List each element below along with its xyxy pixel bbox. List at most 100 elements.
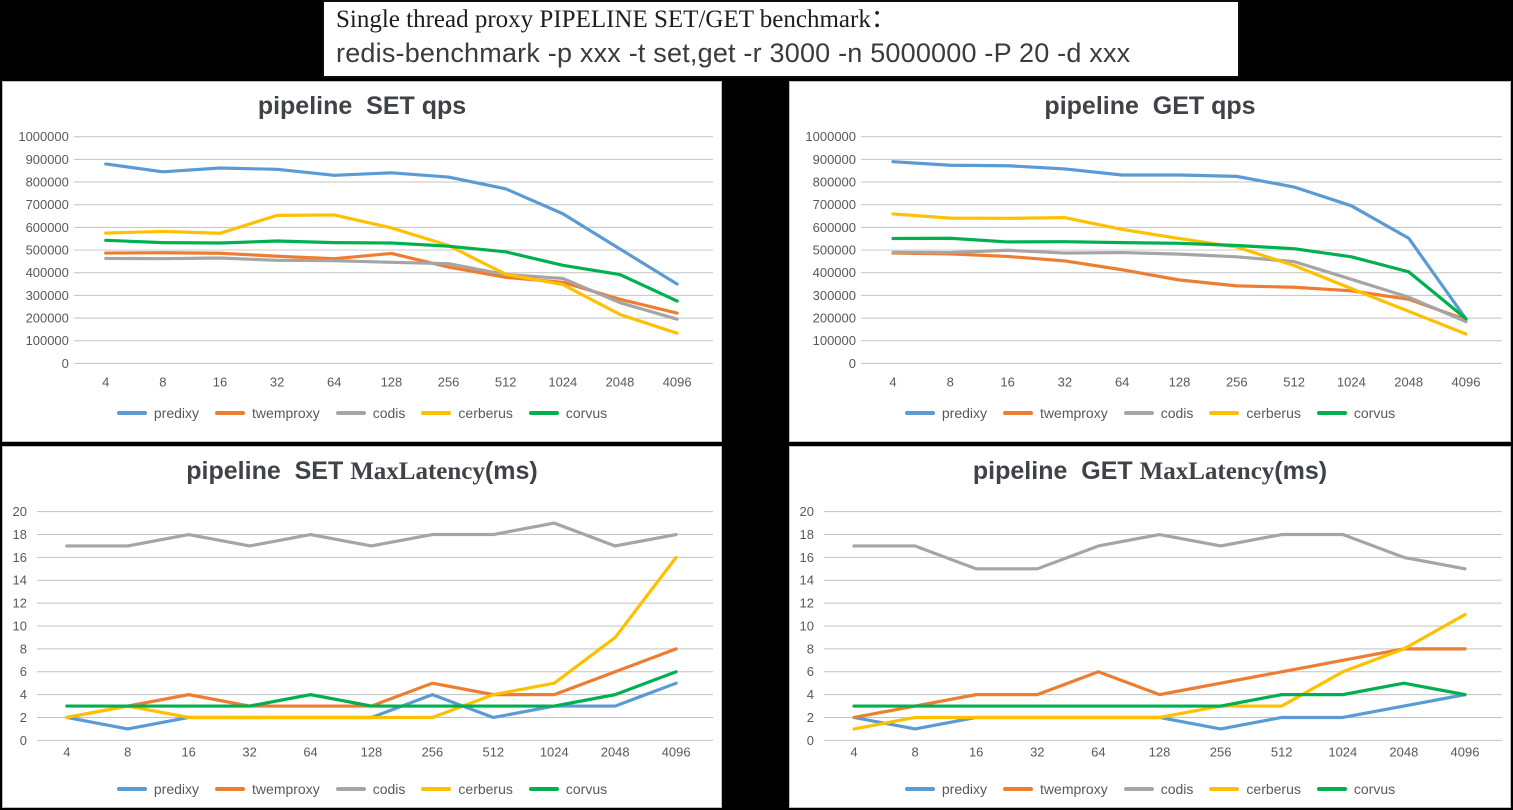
y-axis-label: 200000 (26, 311, 69, 326)
legend-item-corvus: corvus (1316, 405, 1396, 421)
chart-legend: predixy twemproxy codis cerberus corvus (3, 405, 721, 421)
legend-item-codis: codis (335, 405, 405, 421)
legend-item-twemproxy: twemproxy (1003, 405, 1108, 421)
legend-label: twemproxy (1040, 781, 1108, 797)
y-axis-label: 4 (807, 687, 814, 702)
x-axis-label: 32 (1030, 744, 1044, 759)
legend-item-corvus: corvus (528, 781, 608, 797)
y-axis-label: 12 (13, 596, 27, 611)
y-axis-label: 20 (800, 504, 814, 519)
series-line-predixy (104, 162, 679, 286)
legend-swatch-codis (1123, 787, 1154, 791)
x-axis-label: 64 (1091, 744, 1105, 759)
x-axis-label: 128 (1149, 744, 1171, 759)
legend-swatch-corvus (528, 787, 559, 791)
legend-item-cerberus: cerberus (421, 405, 513, 421)
legend-label: predixy (941, 781, 988, 797)
legend-item-twemproxy: twemproxy (215, 405, 320, 421)
y-axis-label: 200000 (813, 311, 856, 326)
y-axis-label: 400000 (813, 265, 856, 280)
chart-title-serif-text: MaxLatency (1139, 458, 1275, 485)
series-line-cerberus (65, 555, 678, 720)
chart-title-text: pipeline GET (972, 457, 1140, 485)
x-axis-label: 1024 (548, 374, 577, 389)
series-line-codis (65, 521, 678, 548)
x-axis-label: 4 (63, 744, 70, 759)
x-axis-label: 256 (1210, 744, 1232, 759)
legend-swatch-codis (1123, 411, 1154, 415)
legend-swatch-twemproxy (1003, 787, 1034, 791)
chart-title: pipeline SET qps (3, 92, 721, 121)
chart-legend: predixy twemproxy codis cerberus corvus (790, 781, 1510, 797)
x-axis-label: 4 (889, 374, 896, 389)
chart-title-serif-text: MaxLatency (350, 458, 485, 485)
x-axis-label: 64 (327, 374, 341, 389)
legend-label: twemproxy (252, 781, 320, 797)
legend-label: codis (372, 781, 406, 797)
legend-label: predixy (153, 781, 200, 797)
chart-title-text: pipeline GET qps (1044, 92, 1256, 120)
legend-item-predixy: predixy (904, 405, 988, 421)
legend-label: corvus (1353, 405, 1396, 421)
legend-item-cerberus: cerberus (1209, 781, 1301, 797)
chart-canvas-pipeline-set-qps: 0 100000 200000 300000 400000 500000 600000 700… (18, 129, 714, 389)
series-line-cerberus (891, 212, 1468, 336)
series-line-twemproxy (852, 647, 1467, 720)
legend-swatch-corvus (1316, 411, 1347, 415)
x-axis-label: 2048 (606, 374, 635, 389)
legend-swatch-corvus (528, 411, 559, 415)
y-axis-label: 100000 (26, 333, 69, 348)
x-axis-label: 4096 (1452, 374, 1481, 389)
series-line-predixy (891, 160, 1468, 321)
y-axis-label: 2 (807, 710, 814, 725)
legend-item-predixy: predixy (116, 405, 199, 421)
y-axis-label: 8 (807, 641, 814, 656)
x-axis-label: 4096 (663, 374, 692, 389)
legend-label: predixy (941, 405, 988, 421)
y-axis-label: 12 (800, 596, 814, 611)
chart-title: pipeline GET qps (790, 92, 1510, 121)
legend-swatch-twemproxy (215, 787, 246, 791)
x-axis-label: 1024 (1337, 374, 1366, 389)
y-axis-label: 800000 (26, 175, 69, 190)
legend-swatch-cerberus (421, 411, 452, 415)
y-axis-label: 16 (800, 550, 814, 565)
legend-swatch-twemproxy (1003, 411, 1034, 415)
y-axis-label: 600000 (26, 220, 69, 235)
x-axis-label: 4096 (1451, 744, 1480, 759)
legend-label: corvus (565, 781, 608, 797)
series-line-corvus (891, 236, 1468, 321)
y-axis-label: 16 (13, 550, 27, 565)
y-axis-label: 700000 (26, 197, 69, 212)
legend-label: cerberus (458, 781, 513, 797)
chart-title-text: pipeline SET qps (257, 92, 467, 120)
y-axis-label: 10 (13, 618, 27, 633)
x-axis-label: 4 (850, 744, 857, 759)
chart-legend: predixy twemproxy codis cerberus corvus (790, 405, 1510, 421)
chart-title-units: (ms) (484, 457, 538, 485)
series-line-codis (891, 248, 1468, 324)
series-line-corvus (65, 670, 678, 708)
x-axis-label: 256 (422, 744, 444, 759)
y-axis-label: 2 (20, 710, 27, 725)
x-axis-label: 16 (1000, 374, 1014, 389)
chart-legend: predixy twemproxy codis cerberus corvus (3, 781, 721, 797)
series-line-codis (104, 256, 679, 321)
y-axis-label: 500000 (26, 243, 69, 258)
legend-swatch-cerberus (1209, 787, 1240, 791)
legend-item-twemproxy: twemproxy (1003, 781, 1108, 797)
series-line-codis (852, 532, 1467, 571)
legend-item-corvus: corvus (528, 405, 607, 421)
chart-panel-pipeline-set-maxlatency: pipeline SET MaxLatency(ms) 0 2 4 6 8 10 12 14 1… (2, 446, 722, 808)
legend-label: cerberus (458, 405, 513, 421)
y-axis-label: 4 (20, 687, 27, 702)
x-axis-label: 1024 (1328, 744, 1357, 759)
x-axis-label: 2048 (1389, 744, 1418, 759)
y-axis-label: 8 (20, 641, 27, 656)
chart-canvas-pipeline-get-qps: 0 100000 200000 300000 400000 500000 600000 700… (805, 129, 1502, 389)
chart-title: pipeline SET MaxLatency(ms) (3, 457, 721, 486)
x-axis-label: 32 (270, 374, 284, 389)
x-axis-label: 2048 (601, 744, 630, 759)
